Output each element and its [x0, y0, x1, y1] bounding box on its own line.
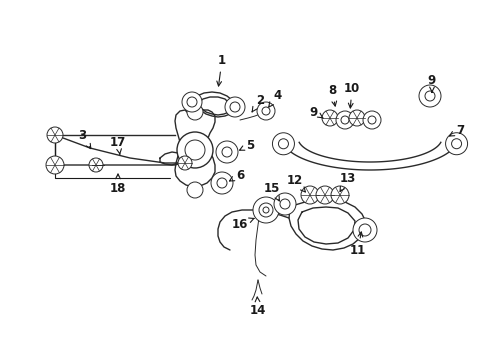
Circle shape: [186, 182, 203, 198]
Circle shape: [330, 186, 348, 204]
Text: 17: 17: [110, 135, 126, 154]
Circle shape: [259, 203, 272, 217]
Circle shape: [210, 172, 232, 194]
Circle shape: [418, 85, 440, 107]
Circle shape: [89, 158, 103, 172]
Circle shape: [445, 133, 467, 155]
Circle shape: [321, 110, 337, 126]
Circle shape: [348, 110, 364, 126]
Circle shape: [257, 102, 274, 120]
Circle shape: [216, 141, 238, 163]
Text: 16: 16: [231, 217, 253, 230]
Circle shape: [178, 156, 192, 170]
Circle shape: [222, 147, 231, 157]
Circle shape: [184, 140, 204, 160]
Circle shape: [272, 133, 294, 155]
Text: 11: 11: [349, 232, 366, 256]
Text: 12: 12: [286, 174, 305, 192]
Text: 7: 7: [448, 123, 463, 136]
Circle shape: [186, 104, 203, 120]
Circle shape: [260, 204, 271, 216]
Text: 6: 6: [229, 168, 244, 181]
Circle shape: [340, 116, 348, 124]
Circle shape: [301, 186, 318, 204]
Text: 4: 4: [268, 89, 282, 107]
Circle shape: [450, 139, 461, 149]
Text: 18: 18: [110, 174, 126, 194]
Text: 8: 8: [327, 84, 336, 106]
Circle shape: [315, 186, 333, 204]
Circle shape: [263, 207, 268, 213]
Text: 2: 2: [251, 94, 264, 112]
Text: 1: 1: [216, 54, 225, 86]
Text: 10: 10: [343, 81, 359, 108]
Text: 9: 9: [427, 73, 435, 92]
Circle shape: [352, 218, 376, 242]
Circle shape: [273, 193, 295, 215]
Circle shape: [252, 197, 279, 223]
Circle shape: [217, 178, 226, 188]
Circle shape: [335, 111, 353, 129]
Text: 13: 13: [339, 171, 355, 192]
Circle shape: [229, 102, 240, 112]
Text: 5: 5: [239, 139, 254, 152]
Text: 14: 14: [249, 297, 265, 316]
Circle shape: [367, 116, 375, 124]
Circle shape: [47, 127, 63, 143]
Circle shape: [424, 91, 434, 101]
Circle shape: [262, 107, 269, 115]
Circle shape: [278, 139, 288, 149]
Circle shape: [177, 132, 213, 168]
Circle shape: [358, 224, 370, 236]
Circle shape: [224, 97, 244, 117]
Text: 15: 15: [263, 181, 280, 201]
Circle shape: [186, 97, 197, 107]
Circle shape: [280, 199, 289, 209]
Text: 3: 3: [78, 129, 91, 149]
Text: 9: 9: [309, 105, 323, 118]
Circle shape: [362, 111, 380, 129]
Circle shape: [182, 92, 202, 112]
Circle shape: [46, 156, 64, 174]
